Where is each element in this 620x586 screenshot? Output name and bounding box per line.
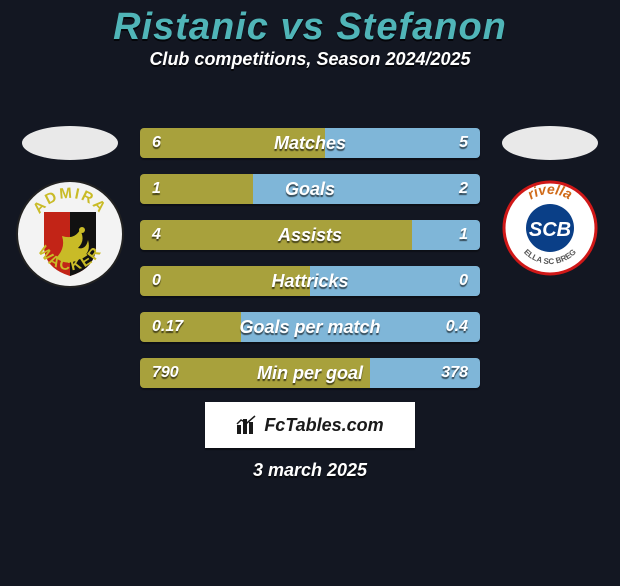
stat-label: Matches — [140, 128, 480, 158]
stat-left-value: 0 — [152, 266, 161, 296]
stat-row: Min per goal790 378 — [140, 358, 480, 388]
right-player-column: SCB rivella ELLA SC BREG — [490, 126, 610, 281]
stat-row: Matches6 5 — [140, 128, 480, 158]
stat-row: Assists4 1 — [140, 220, 480, 250]
stat-right-value: 0.4 — [446, 312, 468, 342]
left-club-badge: ADMIRA WACKER — [16, 180, 124, 293]
stat-label: Hattricks — [140, 266, 480, 296]
stat-left-value: 6 — [152, 128, 161, 158]
stat-right-value: 1 — [459, 220, 468, 250]
scb-badge-icon: SCB rivella ELLA SC BREG — [502, 180, 598, 276]
bar-chart-icon — [236, 415, 258, 435]
right-player-silhouette — [502, 126, 598, 160]
stat-right-value: 5 — [459, 128, 468, 158]
page-title: Ristanic vs Stefanon — [0, 6, 620, 49]
stat-row: Goals1 2 — [140, 174, 480, 204]
stat-left-value: 1 — [152, 174, 161, 204]
footer-brand-box[interactable]: FcTables.com — [205, 402, 415, 448]
stat-row: Hattricks0 0 — [140, 266, 480, 296]
subtitle: Club competitions, Season 2024/2025 — [0, 49, 620, 70]
stat-left-value: 0.17 — [152, 312, 183, 342]
stat-right-value: 2 — [459, 174, 468, 204]
left-player-column: ADMIRA WACKER — [10, 126, 130, 293]
left-player-silhouette — [22, 126, 118, 160]
right-club-badge: SCB rivella ELLA SC BREG — [502, 180, 598, 281]
stat-label: Min per goal — [140, 358, 480, 388]
stat-right-value: 378 — [441, 358, 468, 388]
stat-label: Goals — [140, 174, 480, 204]
badge-mid-text: SCB — [529, 219, 571, 241]
comparison-bars: Matches65Goals12Assists41Hattricks00Goal… — [140, 128, 480, 404]
stat-row: Goals per match0.17 0.4 — [140, 312, 480, 342]
admira-wacker-badge-icon: ADMIRA WACKER — [16, 180, 124, 288]
stat-label: Assists — [140, 220, 480, 250]
stat-right-value: 0 — [459, 266, 468, 296]
stat-left-value: 790 — [152, 358, 179, 388]
stat-left-value: 4 — [152, 220, 161, 250]
date-text: 3 march 2025 — [0, 460, 620, 481]
stat-label: Goals per match — [140, 312, 480, 342]
footer-brand-text: FcTables.com — [264, 415, 383, 436]
